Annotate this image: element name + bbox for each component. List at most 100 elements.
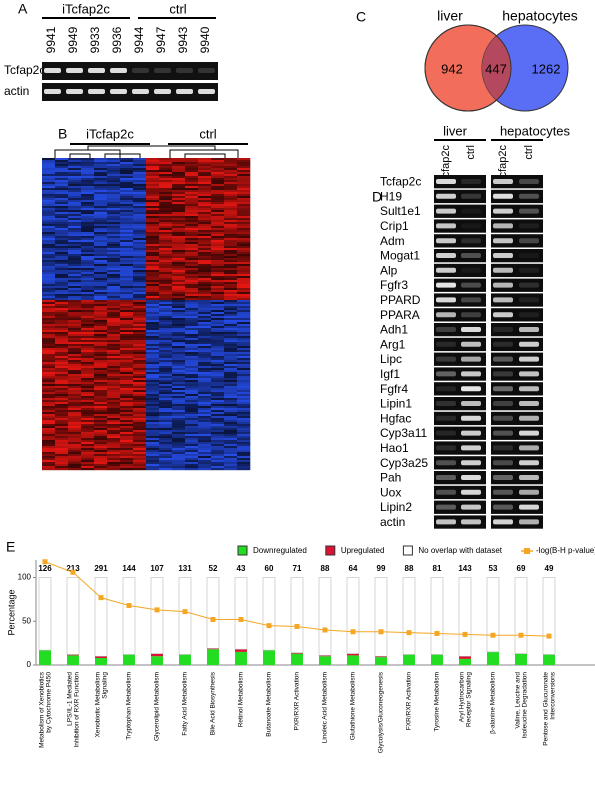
- heatmap-cell: [107, 300, 121, 303]
- heatmap-cell: [237, 416, 251, 419]
- heatmap-cell: [94, 322, 108, 325]
- heatmap-cell: [198, 420, 212, 423]
- heatmap-cell: [146, 434, 160, 437]
- heatmap-cell: [68, 174, 82, 177]
- heatmap-cell: [172, 188, 186, 191]
- heatmap-cell: [172, 320, 186, 323]
- heatmap-cell: [198, 374, 212, 377]
- heatmap-cell: [224, 248, 238, 251]
- heatmap-cell: [224, 160, 238, 163]
- heatmap-cell: [42, 166, 56, 169]
- heatmap-cell: [133, 444, 147, 447]
- gel: [491, 382, 543, 396]
- heatmap-cell: [68, 178, 82, 181]
- heatmap-cell: [120, 408, 134, 411]
- heatmap-cell: [42, 368, 56, 371]
- heatmap-cell: [55, 310, 69, 313]
- heatmap-cell: [133, 394, 147, 397]
- heatmap-cell: [68, 216, 82, 219]
- heatmap-cell: [94, 308, 108, 311]
- heatmap-cell: [211, 300, 225, 303]
- heatmap-cell: [81, 164, 95, 167]
- heatmap-cell: [55, 176, 69, 179]
- heatmap-cell: [237, 246, 251, 249]
- heatmap-cell: [94, 250, 108, 253]
- bar-segment: [514, 577, 528, 654]
- heatmap-cell: [94, 328, 108, 331]
- heatmap-cell: [172, 390, 186, 393]
- heatmap-cell: [94, 194, 108, 197]
- heatmap-cell: [237, 318, 251, 321]
- x-tick-label: FXR/RXR Activation: [406, 672, 413, 731]
- heatmap-cell: [120, 304, 134, 307]
- heatmap-cell: [133, 440, 147, 443]
- heatmap-cell: [146, 398, 160, 401]
- heatmap-cell: [172, 270, 186, 273]
- heatmap-cell: [120, 168, 134, 171]
- heatmap-cell: [198, 344, 212, 347]
- heatmap-cell: [68, 182, 82, 185]
- heatmap-cell: [159, 382, 173, 385]
- heatmap-cell: [133, 354, 147, 357]
- heatmap-cell: [68, 412, 82, 415]
- heatmap-cell: [172, 158, 186, 161]
- heatmap-cell: [185, 436, 199, 439]
- heatmap-cell: [198, 270, 212, 273]
- heatmap-cell: [94, 442, 108, 445]
- gel: [491, 189, 543, 204]
- heatmap-cell: [211, 292, 225, 295]
- heatmap-cell: [42, 316, 56, 319]
- gel: [491, 175, 543, 189]
- heatmap-cell: [120, 388, 134, 391]
- line-point: [462, 631, 468, 637]
- heatmap-cell: [94, 440, 108, 443]
- heatmap-cell: [185, 254, 199, 257]
- heatmap-cell: [185, 208, 199, 211]
- heatmap-cell: [120, 336, 134, 339]
- heatmap-cell: [198, 190, 212, 193]
- heatmap-cell: [224, 344, 238, 347]
- heatmap-cell: [185, 378, 199, 381]
- heatmap-cell: [146, 420, 160, 423]
- heatmap-cell: [120, 348, 134, 351]
- heatmap-cell: [185, 330, 199, 333]
- gel-band: [436, 386, 456, 392]
- bar-segment: [207, 648, 219, 650]
- heatmap-cell: [120, 184, 134, 187]
- heatmap-cell: [120, 448, 134, 451]
- heatmap-cell: [107, 248, 121, 251]
- heatmap-cell: [224, 316, 238, 319]
- heatmap-cell: [159, 274, 173, 277]
- heatmap-cell: [211, 388, 225, 391]
- heatmap-cell: [224, 448, 238, 451]
- heatmap-cell: [224, 314, 238, 317]
- gel-band: [110, 89, 127, 94]
- heatmap-cell: [68, 340, 82, 343]
- heatmap-cell: [42, 228, 56, 231]
- heatmap-cell: [211, 420, 225, 423]
- heatmap-cell: [120, 374, 134, 377]
- heatmap-cell: [133, 456, 147, 459]
- heatmap-cell: [55, 428, 69, 431]
- heatmap-cell: [211, 236, 225, 239]
- heatmap-cell: [172, 276, 186, 279]
- heatmap-cell: [159, 182, 173, 185]
- heatmap-cell: [146, 442, 160, 445]
- heatmap-cell: [146, 192, 160, 195]
- heatmap-cell: [81, 334, 95, 337]
- heatmap-cell: [198, 172, 212, 175]
- heatmap-cell: [120, 404, 134, 407]
- heatmap-cell: [185, 416, 199, 419]
- heatmap-cell: [224, 426, 238, 429]
- heatmap-cell: [159, 468, 173, 471]
- bar-segment: [291, 653, 303, 665]
- heatmap-cell: [224, 328, 238, 331]
- heatmap-cell: [198, 368, 212, 371]
- heatmap-cell: [185, 234, 199, 237]
- heatmap-cell: [55, 166, 69, 169]
- heatmap-cell: [68, 192, 82, 195]
- heatmap-cell: [107, 314, 121, 317]
- heatmap-cell: [68, 290, 82, 293]
- gene-label: Uox: [380, 485, 401, 499]
- heatmap-cell: [68, 458, 82, 461]
